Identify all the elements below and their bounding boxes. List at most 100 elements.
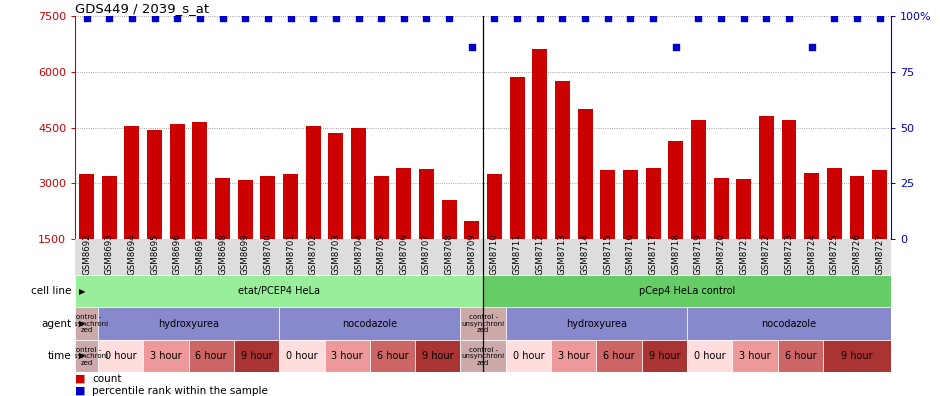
Bar	[668, 141, 683, 239]
Point	[850, 15, 865, 21]
Bar	[642, 340, 687, 372]
Bar	[374, 176, 388, 239]
Text: 3 hour: 3 hour	[558, 351, 589, 361]
Bar	[148, 131, 162, 239]
Text: percentile rank within the sample: percentile rank within the sample	[92, 386, 268, 396]
Text: nocodazole: nocodazole	[761, 318, 817, 329]
Point	[713, 15, 728, 21]
Bar	[461, 307, 506, 340]
Bar	[691, 120, 706, 239]
Text: 9 hour: 9 hour	[649, 351, 681, 361]
Point	[805, 44, 820, 50]
Bar	[189, 340, 234, 372]
Bar	[823, 340, 891, 372]
Text: nocodazole: nocodazole	[342, 318, 398, 329]
Bar	[102, 176, 117, 239]
Point	[442, 15, 457, 21]
Text: control -
unsynchroni
zed: control - unsynchroni zed	[65, 346, 108, 366]
Text: cell line: cell line	[31, 286, 71, 296]
Point	[419, 15, 434, 21]
Text: hydroxyurea: hydroxyurea	[158, 318, 219, 329]
Text: time: time	[48, 351, 71, 361]
Point	[373, 15, 389, 21]
Point	[601, 15, 616, 21]
Point	[736, 15, 751, 21]
Bar	[328, 133, 343, 239]
Point	[193, 15, 208, 21]
Text: 0 hour: 0 hour	[286, 351, 318, 361]
Bar	[687, 340, 732, 372]
Point	[509, 15, 525, 21]
Bar	[623, 170, 638, 239]
Text: ▶: ▶	[79, 352, 86, 360]
Bar	[397, 168, 411, 239]
Bar	[98, 307, 279, 340]
Text: agent: agent	[41, 318, 71, 329]
Bar	[170, 124, 184, 239]
Bar	[551, 340, 597, 372]
Text: GDS449 / 2039_s_at: GDS449 / 2039_s_at	[75, 2, 210, 15]
Bar	[283, 174, 298, 239]
Bar	[143, 340, 189, 372]
Point	[623, 15, 638, 21]
Point	[872, 15, 887, 21]
Text: 9 hour: 9 hour	[841, 351, 873, 361]
Bar	[646, 168, 661, 239]
Point	[147, 15, 162, 21]
Bar	[483, 275, 891, 307]
Text: 9 hour: 9 hour	[241, 351, 273, 361]
Point	[124, 15, 139, 21]
Bar	[464, 221, 479, 239]
Point	[532, 15, 547, 21]
Bar	[827, 168, 842, 239]
Text: ■: ■	[75, 374, 86, 384]
Text: 0 hour: 0 hour	[694, 351, 726, 361]
Point	[827, 15, 842, 21]
Point	[79, 15, 94, 21]
Text: 3 hour: 3 hour	[150, 351, 181, 361]
Bar	[415, 340, 461, 372]
Bar	[352, 128, 366, 239]
Point	[781, 15, 796, 21]
Bar	[75, 340, 98, 372]
Bar	[419, 169, 434, 239]
Point	[215, 15, 230, 21]
Bar	[777, 340, 823, 372]
Point	[668, 44, 683, 50]
Bar	[75, 307, 98, 340]
Point	[283, 15, 298, 21]
Point	[759, 15, 774, 21]
Text: hydroxyurea: hydroxyurea	[566, 318, 627, 329]
Bar	[509, 77, 525, 239]
Point	[102, 15, 117, 21]
Point	[260, 15, 275, 21]
Bar	[872, 170, 887, 239]
Point	[691, 15, 706, 21]
Text: 9 hour: 9 hour	[422, 351, 454, 361]
Text: 0 hour: 0 hour	[104, 351, 136, 361]
Text: ▶: ▶	[79, 319, 86, 328]
Bar	[782, 120, 796, 239]
Point	[397, 15, 412, 21]
Bar	[238, 180, 253, 239]
Bar	[687, 307, 891, 340]
Text: ■: ■	[75, 386, 86, 396]
Bar	[850, 176, 865, 239]
Bar	[736, 179, 751, 239]
Bar	[732, 340, 777, 372]
Text: control -
unsynchroni
zed: control - unsynchroni zed	[65, 314, 108, 333]
Bar	[193, 122, 207, 239]
Point	[577, 15, 592, 21]
Bar	[260, 176, 275, 239]
Bar	[601, 170, 615, 239]
Point	[646, 15, 661, 21]
Text: ▶: ▶	[79, 287, 86, 295]
Bar	[487, 174, 502, 239]
Bar	[760, 116, 774, 239]
Bar	[215, 178, 230, 239]
Bar	[234, 340, 279, 372]
Text: 0 hour: 0 hour	[512, 351, 544, 361]
Bar	[124, 126, 139, 239]
Bar	[324, 340, 369, 372]
Bar	[75, 275, 483, 307]
